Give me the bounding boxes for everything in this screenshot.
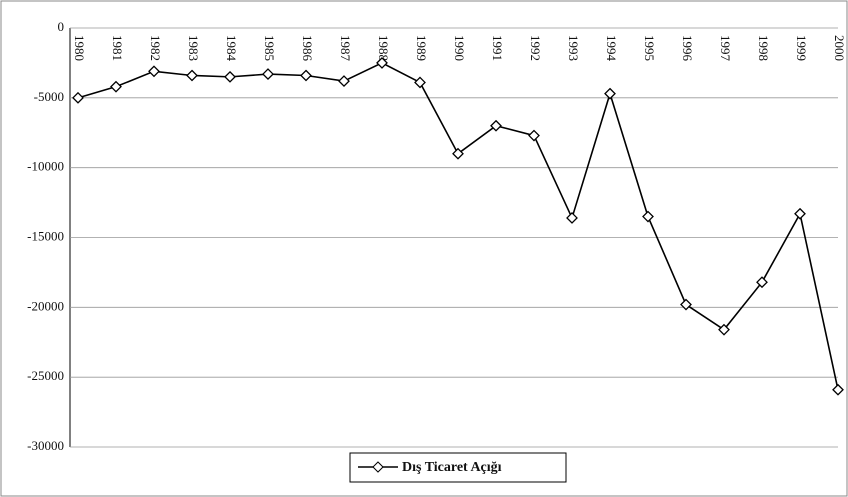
point xyxy=(528,129,540,142)
x-tick-label: 1996 xyxy=(680,35,695,62)
point xyxy=(376,56,388,69)
point xyxy=(72,91,84,104)
point xyxy=(338,75,350,87)
point xyxy=(718,323,730,336)
point xyxy=(452,147,464,160)
x-tick-label: 1985 xyxy=(262,35,277,61)
point xyxy=(756,276,768,289)
y-tick-label: -30000 xyxy=(27,438,64,453)
point xyxy=(566,212,578,224)
x-tick-label: 1987 xyxy=(338,35,353,62)
x-tick-label: 1991 xyxy=(490,35,505,61)
legend-marker xyxy=(372,461,384,473)
x-tick-label: 1993 xyxy=(566,35,581,61)
x-tick-label: 1990 xyxy=(452,35,467,61)
point xyxy=(832,383,844,396)
x-tick-label: 1980 xyxy=(72,35,87,61)
y-tick-label: 0 xyxy=(58,19,65,34)
y-tick-label: -20000 xyxy=(27,298,64,313)
x-tick-label: 1986 xyxy=(300,35,315,62)
x-tick-label: 1982 xyxy=(148,35,163,61)
y-tick-label: -25000 xyxy=(27,368,64,383)
x-tick-label: 1981 xyxy=(110,35,125,61)
x-tick-label: 1989 xyxy=(414,35,429,61)
legend-label: Dış Ticaret Açığı xyxy=(402,460,502,475)
x-tick-label: 1983 xyxy=(186,35,201,61)
point xyxy=(224,70,236,83)
point xyxy=(414,76,426,89)
point xyxy=(794,207,806,220)
x-tick-label: 1992 xyxy=(528,35,543,61)
point xyxy=(186,69,198,82)
legend: Dış Ticaret Açığı xyxy=(349,452,567,483)
point xyxy=(110,80,122,93)
point xyxy=(490,119,502,132)
y-tick-label: -5000 xyxy=(34,89,64,104)
y-tick-label: -10000 xyxy=(27,159,64,174)
point xyxy=(604,87,616,100)
point xyxy=(148,65,160,78)
x-tick-label: 1994 xyxy=(604,35,619,62)
x-tick-label: 1997 xyxy=(718,35,733,62)
x-tick-label: 1998 xyxy=(756,35,771,61)
x-tick-label: 1988 xyxy=(376,35,391,61)
x-tick-label: 1999 xyxy=(794,35,809,61)
y-tick-label: -15000 xyxy=(27,228,64,243)
point xyxy=(262,68,274,81)
x-tick-label: 1984 xyxy=(224,35,239,62)
point xyxy=(642,210,654,223)
x-tick-label: 1995 xyxy=(642,35,657,61)
point xyxy=(680,298,692,311)
x-tick-label: 2000 xyxy=(832,35,847,61)
point xyxy=(300,69,312,82)
